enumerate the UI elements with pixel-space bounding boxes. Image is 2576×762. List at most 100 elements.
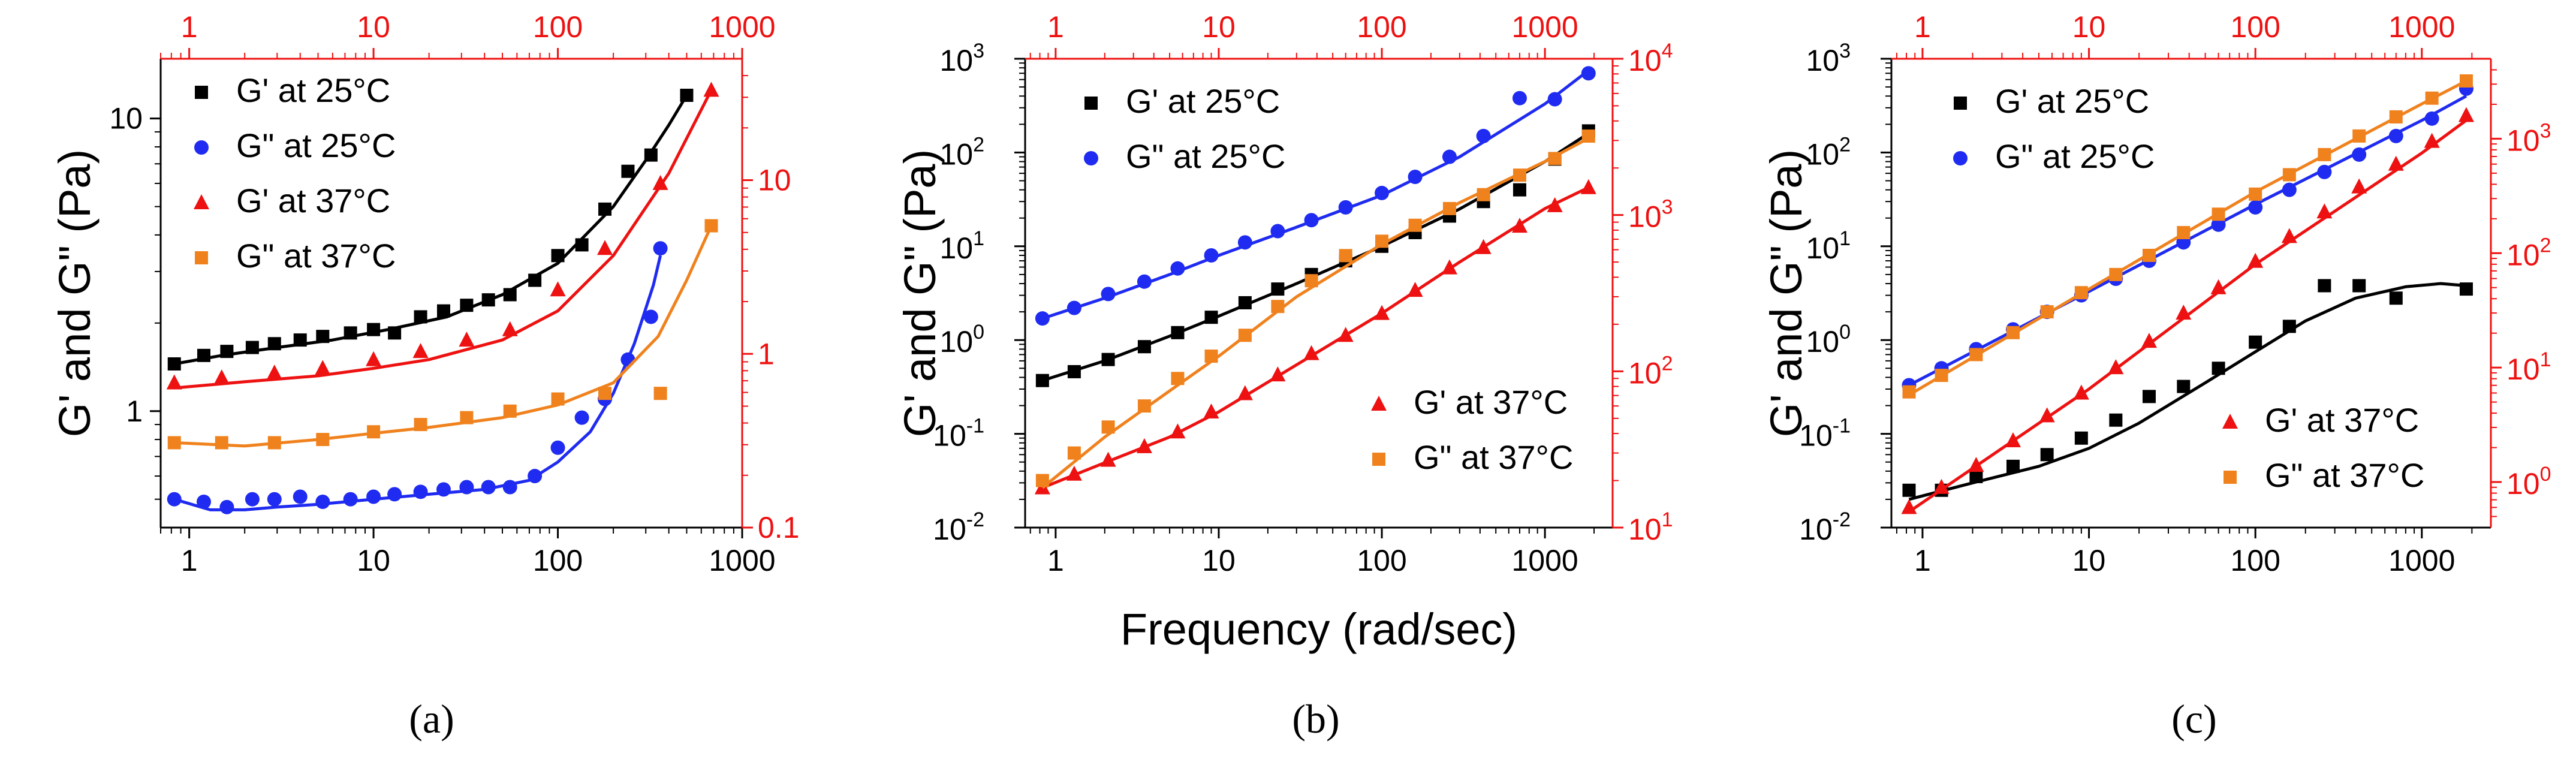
series-a-0: [167, 88, 694, 371]
y-tick-label-exp: 0: [973, 321, 984, 344]
y-tick-label-base: 10: [1799, 513, 1833, 546]
data-point: [1304, 213, 1319, 228]
data-point: [503, 288, 517, 302]
x-tick-label: 100: [1357, 544, 1406, 577]
right-tick-label: 103: [2506, 119, 2551, 157]
data-point: [1477, 188, 1490, 201]
top-tick-label: 100: [533, 10, 583, 44]
data-point: [167, 357, 181, 371]
series-c-0: [1902, 279, 2473, 501]
data-point: [1035, 474, 1049, 487]
data-point: [598, 202, 612, 216]
data-point: [460, 411, 474, 424]
data-point: [2074, 431, 2088, 445]
data-point: [2108, 359, 2124, 375]
legend: G' at 25°C G" at 25°C G' at 37°C G" at 37°C: [194, 71, 396, 275]
right-tick-label-base: 10: [1628, 356, 1662, 390]
data-point: [293, 333, 307, 347]
right-tick-label-exp: 0: [2540, 463, 2551, 486]
legend-entry: G" at 37°C: [1414, 438, 1573, 476]
right-tick-label: 104: [1628, 40, 1673, 77]
data-point: [2424, 111, 2439, 126]
top-tick-label: 1: [181, 10, 198, 44]
data-point: [2212, 362, 2225, 375]
data-point: [2248, 200, 2263, 215]
chart-panel-b: 1110101001001000100010-210-1100101102103…: [895, 10, 1673, 742]
y-tick-label-exp: 2: [1839, 133, 1851, 156]
data-point: [1337, 327, 1354, 342]
data-point: [502, 321, 518, 336]
legend-entry: G' at 25°C: [1126, 82, 1280, 120]
right-tick-label-base: 10: [2506, 467, 2540, 501]
y-tick-label-exp: 2: [973, 133, 984, 156]
right-tick-label: 10: [758, 164, 791, 197]
data-point: [574, 410, 589, 425]
y-tick-label-exp: 1: [1839, 227, 1851, 250]
x-tick-label: 100: [2230, 544, 2280, 577]
data-point: [1303, 345, 1319, 360]
data-point: [266, 365, 282, 380]
right-tick-label: 100: [2506, 463, 2551, 501]
y-tick-label: 1: [126, 394, 143, 428]
data-point: [1171, 326, 1185, 339]
data-point: [1547, 197, 1563, 212]
data-point: [2141, 333, 2157, 348]
data-point: [367, 425, 381, 439]
data-point: [213, 369, 230, 385]
data-point: [503, 404, 517, 418]
y-axis-title: G' and G" (Pa): [50, 149, 100, 437]
x-tick-label: 10: [1202, 544, 1236, 577]
series-a-1: [167, 241, 668, 514]
data-point: [2352, 279, 2366, 293]
data-point: [1338, 200, 1353, 215]
y-tick-label: 101: [939, 227, 984, 265]
x-tick-label: 1000: [709, 544, 775, 577]
data-point: [2318, 147, 2331, 161]
right-tick-label-exp: 2: [2540, 234, 2551, 257]
data-point: [459, 332, 475, 347]
data-point: [2425, 91, 2439, 105]
series-a-3: [167, 219, 718, 450]
right-tick-label-exp: 3: [2540, 119, 2551, 142]
data-point: [1547, 92, 1562, 107]
data-point: [245, 492, 260, 507]
data-point: [1170, 261, 1185, 276]
data-point: [575, 238, 589, 252]
data-point: [2389, 291, 2403, 305]
data-point: [293, 489, 308, 504]
right-tick-label-base: 10: [2506, 238, 2540, 272]
x-tick-label: 10: [2072, 544, 2106, 577]
data-point: [653, 241, 668, 256]
fit-curve: [1041, 137, 1589, 489]
series-b-0: [1035, 124, 1595, 387]
series-c-2: [1901, 107, 2474, 514]
data-point: [414, 418, 427, 432]
y-tick-label: 10-1: [1799, 415, 1851, 453]
legend-marker: [1084, 97, 1098, 110]
data-point: [2006, 326, 2020, 339]
data-point: [1271, 282, 1285, 296]
data-point: [1204, 311, 1218, 324]
y-tick-label: 103: [939, 40, 984, 77]
data-point: [387, 487, 402, 502]
data-point: [413, 484, 428, 499]
data-point: [267, 492, 282, 507]
legend-entry: G' at 37°C: [236, 182, 390, 219]
data-point: [2109, 267, 2123, 281]
data-point: [1237, 235, 1252, 250]
data-point: [219, 499, 234, 514]
x-tick-label: 1: [1047, 544, 1064, 577]
data-point: [652, 174, 668, 190]
series-a-2: [166, 82, 719, 390]
y-tick-label-exp: 0: [1839, 321, 1851, 344]
panel-label: (c): [2171, 696, 2216, 742]
y-tick-label-exp: 3: [973, 40, 984, 62]
data-point: [550, 281, 566, 297]
y-tick-label: 103: [1806, 40, 1851, 77]
data-point: [459, 480, 474, 495]
y-tick-label-exp: 3: [1839, 40, 1851, 62]
data-point: [1513, 168, 1526, 182]
y-tick-label-base: 10: [939, 44, 973, 77]
top-tick-label: 100: [1357, 10, 1406, 44]
chart-panel-a: 1 1 10 10 100 100 1000 1000 1 10 0.1 1 10 G' and G" (…: [50, 10, 800, 742]
